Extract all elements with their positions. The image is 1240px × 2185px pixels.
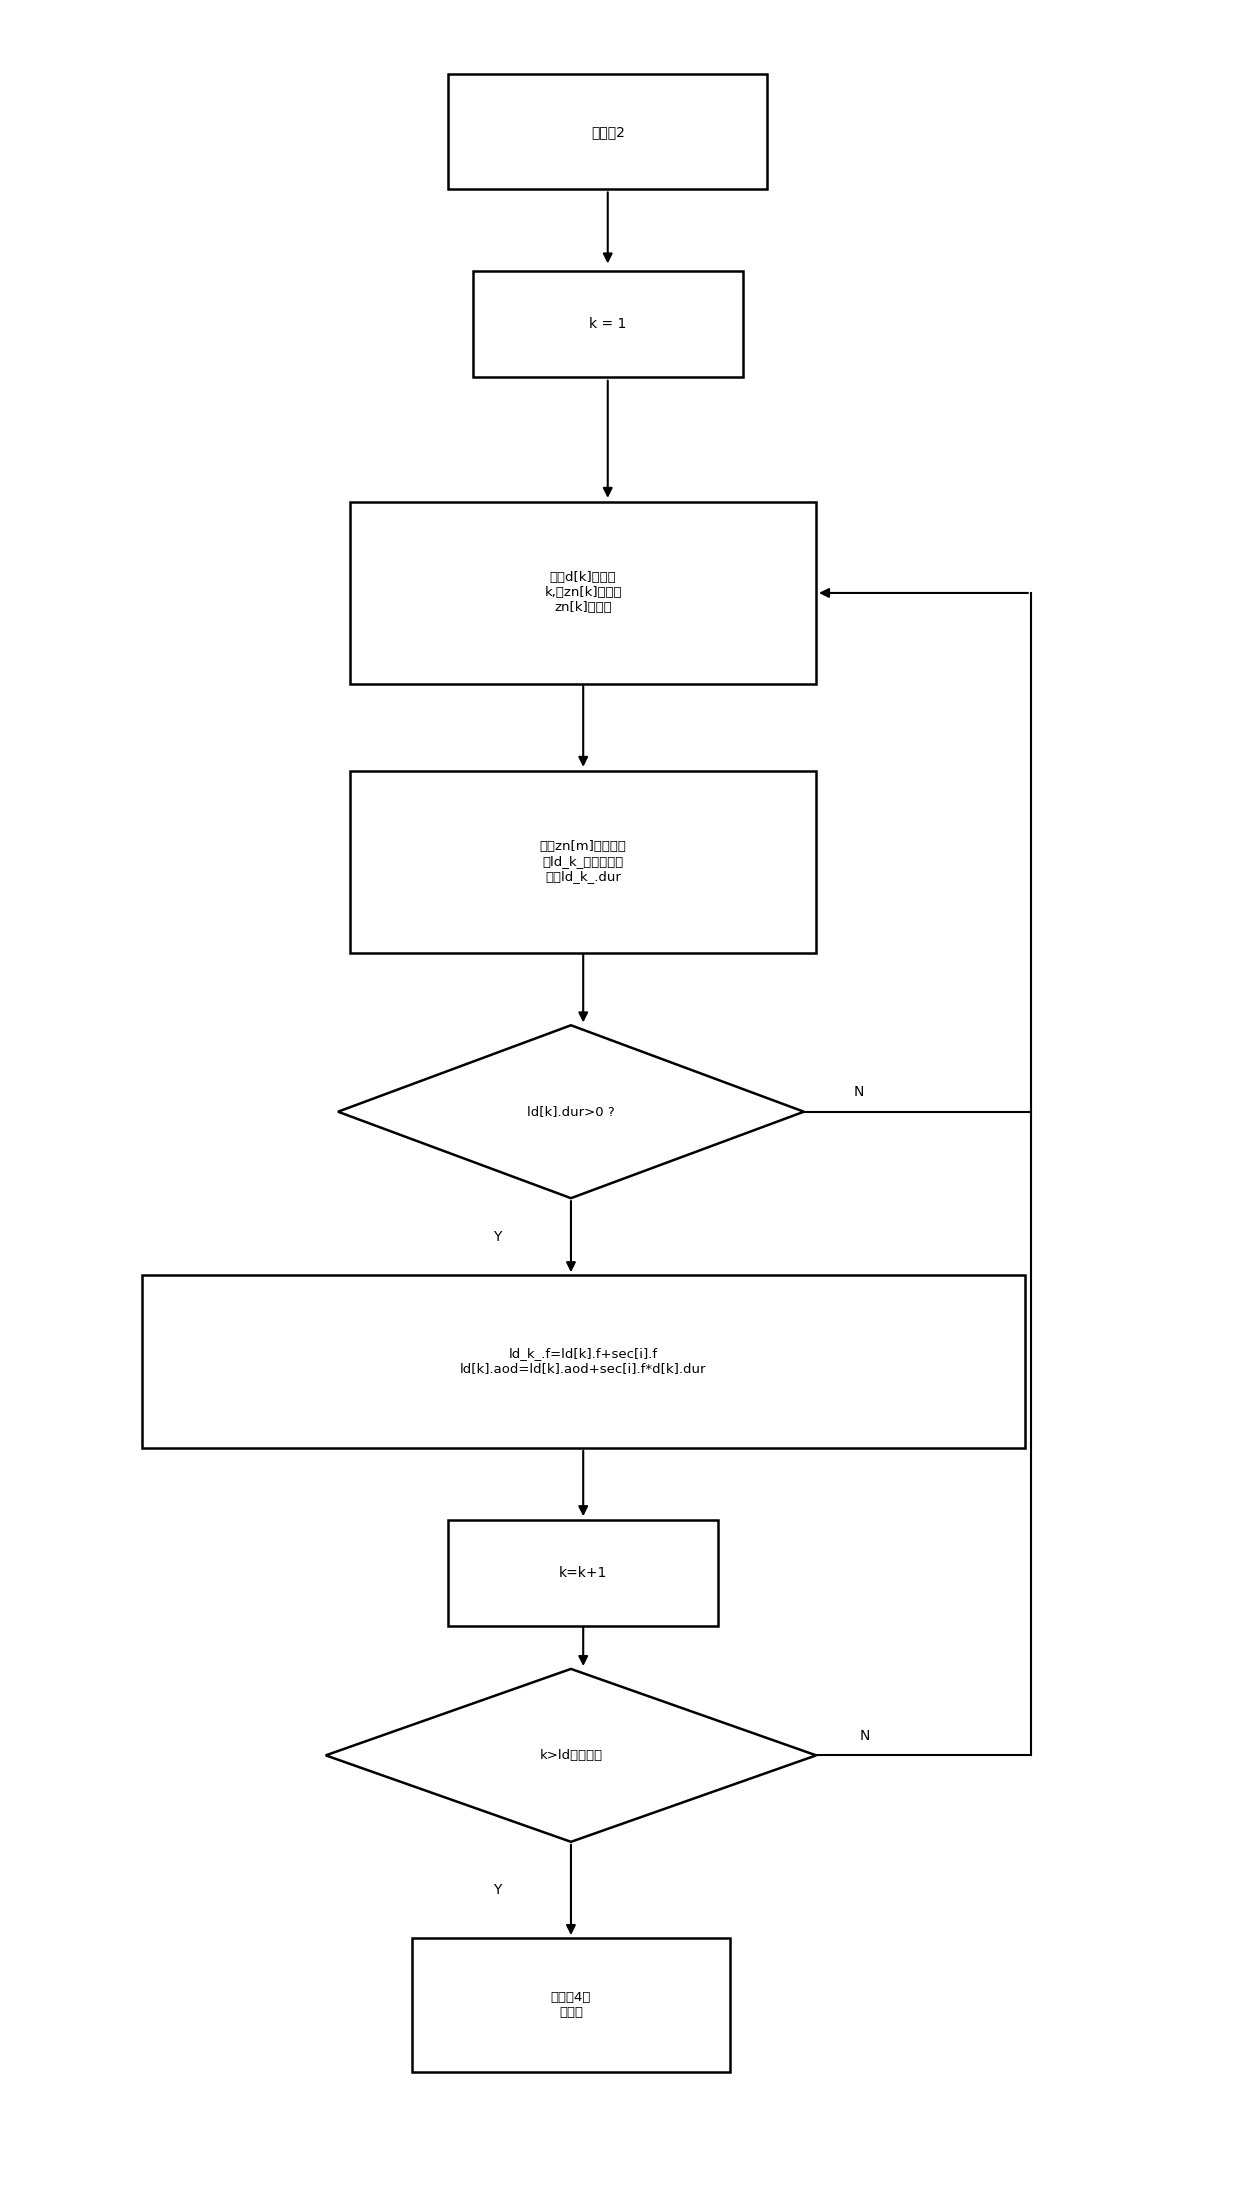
Polygon shape [339,1025,804,1197]
FancyBboxPatch shape [449,74,768,190]
Text: 找到d[k]对应的
k,及zn[k]、得到
zn[k]的状态: 找到d[k]对应的 k,及zn[k]、得到 zn[k]的状态 [544,572,622,614]
Text: 进入图4所
示流程: 进入图4所 示流程 [551,1991,591,2019]
Text: 根据zn[m]的状态得
到ld_k_的断电持续
时间ld_k_.dur: 根据zn[m]的状态得 到ld_k_的断电持续 时间ld_k_.dur [539,841,626,883]
Text: k=k+1: k=k+1 [559,1567,608,1580]
Text: k = 1: k = 1 [589,317,626,330]
Text: ld[k].dur>0 ?: ld[k].dur>0 ? [527,1106,615,1119]
FancyBboxPatch shape [350,771,816,953]
FancyBboxPatch shape [412,1938,730,2071]
Text: 上接图2: 上接图2 [590,125,625,140]
Text: N: N [861,1728,870,1744]
FancyBboxPatch shape [449,1521,718,1626]
Text: ld_k_.f=ld[k].f+sec[i].f
ld[k].aod=ld[k].aod+sec[i].f*d[k].dur: ld_k_.f=ld[k].f+sec[i].f ld[k].aod=ld[k]… [460,1348,707,1377]
FancyBboxPatch shape [141,1276,1024,1449]
Text: Y: Y [494,1230,501,1243]
FancyBboxPatch shape [472,271,743,376]
Text: Y: Y [494,1883,501,1897]
FancyBboxPatch shape [350,503,816,684]
Text: N: N [854,1086,864,1099]
Polygon shape [326,1669,816,1842]
Text: k>ld的数目？: k>ld的数目？ [539,1748,603,1761]
